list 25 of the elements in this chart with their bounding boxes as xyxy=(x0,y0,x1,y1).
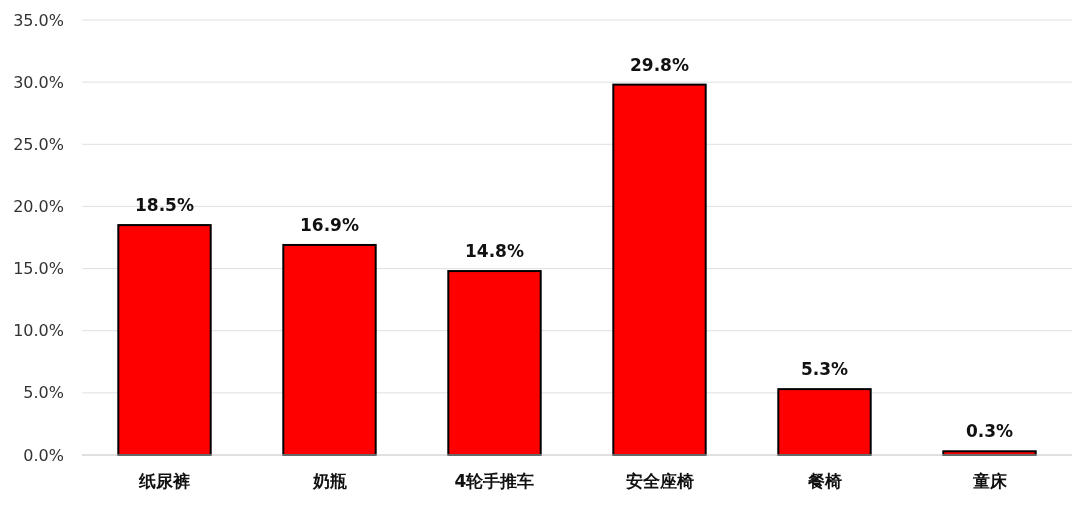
bar xyxy=(777,388,872,456)
y-tick-label: 5.0% xyxy=(23,383,64,403)
x-tick-label: 奶瓶 xyxy=(311,471,347,491)
y-tick-label: 20.0% xyxy=(13,197,64,217)
bar xyxy=(117,224,212,456)
y-tick-label: 10.0% xyxy=(13,321,64,341)
data-label: 16.9% xyxy=(300,214,359,235)
x-tick-label: 纸尿裤 xyxy=(138,471,190,491)
y-tick-label: 25.0% xyxy=(13,134,64,154)
data-label: 29.8% xyxy=(630,54,689,75)
y-tick-label: 30.0% xyxy=(13,72,64,92)
x-tick-label: 童床 xyxy=(971,471,1008,491)
y-tick-label: 35.0% xyxy=(13,10,64,30)
data-label: 0.3% xyxy=(965,421,1014,442)
data-label: 18.5% xyxy=(135,195,194,216)
bar xyxy=(612,83,707,456)
x-tick-label: 4轮手推车 xyxy=(454,471,535,491)
x-tick-label: 餐椅 xyxy=(806,471,842,491)
y-tick-label: 0.0% xyxy=(23,445,64,465)
y-tick-label: 15.0% xyxy=(13,259,64,279)
bar xyxy=(447,270,542,456)
x-tick-label: 安全座椅 xyxy=(625,471,694,491)
bar xyxy=(282,243,377,456)
data-label: 14.8% xyxy=(465,241,524,262)
data-label: 5.3% xyxy=(800,359,849,380)
